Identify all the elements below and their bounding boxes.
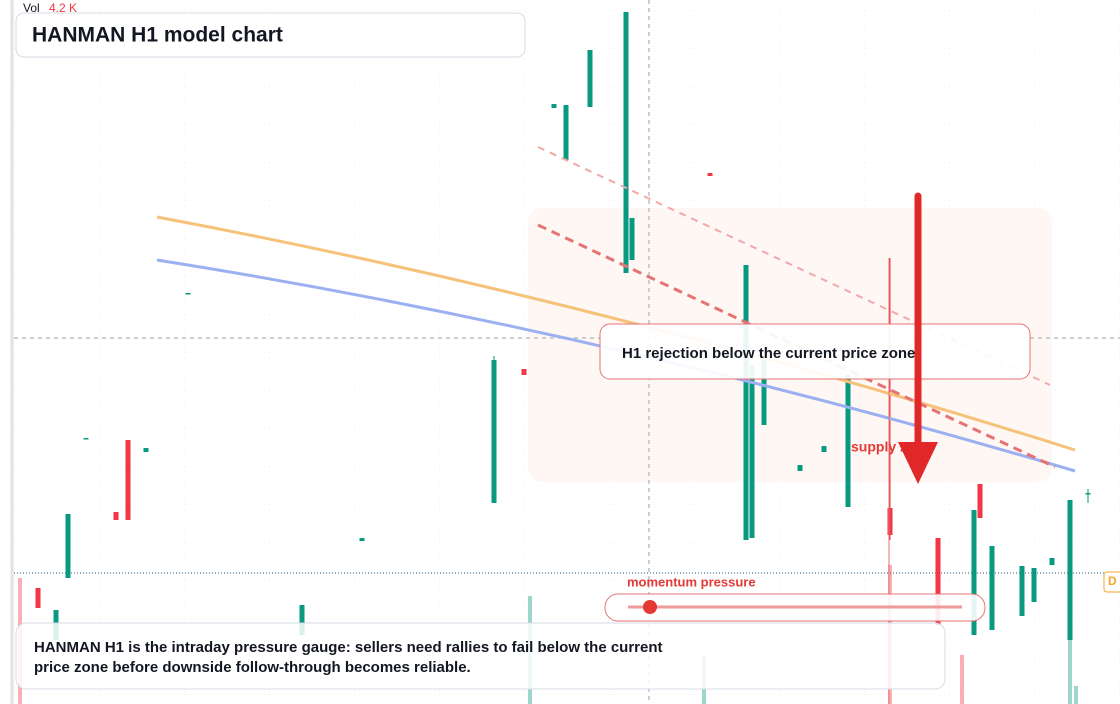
candle-body <box>83 438 89 440</box>
volume-bar <box>960 654 964 704</box>
description-box <box>15 622 946 690</box>
chart-title: HANMAN H1 model chart <box>32 24 283 47</box>
candle-body <box>629 218 635 260</box>
candle-body <box>185 293 191 295</box>
candle-body <box>551 104 557 108</box>
candle-body <box>749 365 755 538</box>
candle-body <box>125 440 131 520</box>
candle-body <box>707 173 713 176</box>
candle-body <box>491 360 497 503</box>
candle-body <box>971 510 977 635</box>
price-tag-box <box>1103 571 1120 593</box>
annotation-box <box>599 323 1031 380</box>
price-tag: D <box>1108 574 1117 588</box>
candle-body <box>1019 566 1025 616</box>
description: HANMAN H1 is the intraday pressure gauge… <box>34 639 663 676</box>
candle-body <box>1031 568 1037 602</box>
gauge-label: momentum pressure <box>627 574 756 589</box>
candle-body <box>935 538 941 625</box>
candle-body <box>65 514 71 578</box>
candle-body <box>359 538 365 541</box>
candle-body <box>977 484 983 518</box>
moving-average-slow <box>156 215 1076 452</box>
volume-bar <box>1068 639 1072 704</box>
candle-body <box>623 12 629 273</box>
volume-bar <box>1074 685 1078 704</box>
candle-body <box>143 448 149 452</box>
candle-body <box>743 265 749 540</box>
candle-body <box>299 605 305 635</box>
title-box <box>15 12 526 58</box>
candle-body <box>1067 500 1073 640</box>
candle-body <box>845 375 851 507</box>
volume-readout: 4.2 K <box>49 1 77 15</box>
candle-body <box>35 588 41 608</box>
candle-body <box>887 508 893 535</box>
candle-body <box>797 465 803 471</box>
annotation: H1 rejection below the current price zon… <box>622 345 915 362</box>
candle-body <box>761 360 767 425</box>
candle-body <box>989 546 995 630</box>
candle-body <box>1085 493 1091 495</box>
gauge-knob[interactable] <box>643 600 657 614</box>
candle-body <box>1049 558 1055 565</box>
candle-body <box>521 369 527 375</box>
candle-body <box>563 105 569 160</box>
arrow-head <box>898 442 938 484</box>
candle-body <box>821 446 827 452</box>
candle-body <box>113 512 119 520</box>
candle-body <box>587 50 593 107</box>
volume-title: Vol <box>23 1 40 15</box>
